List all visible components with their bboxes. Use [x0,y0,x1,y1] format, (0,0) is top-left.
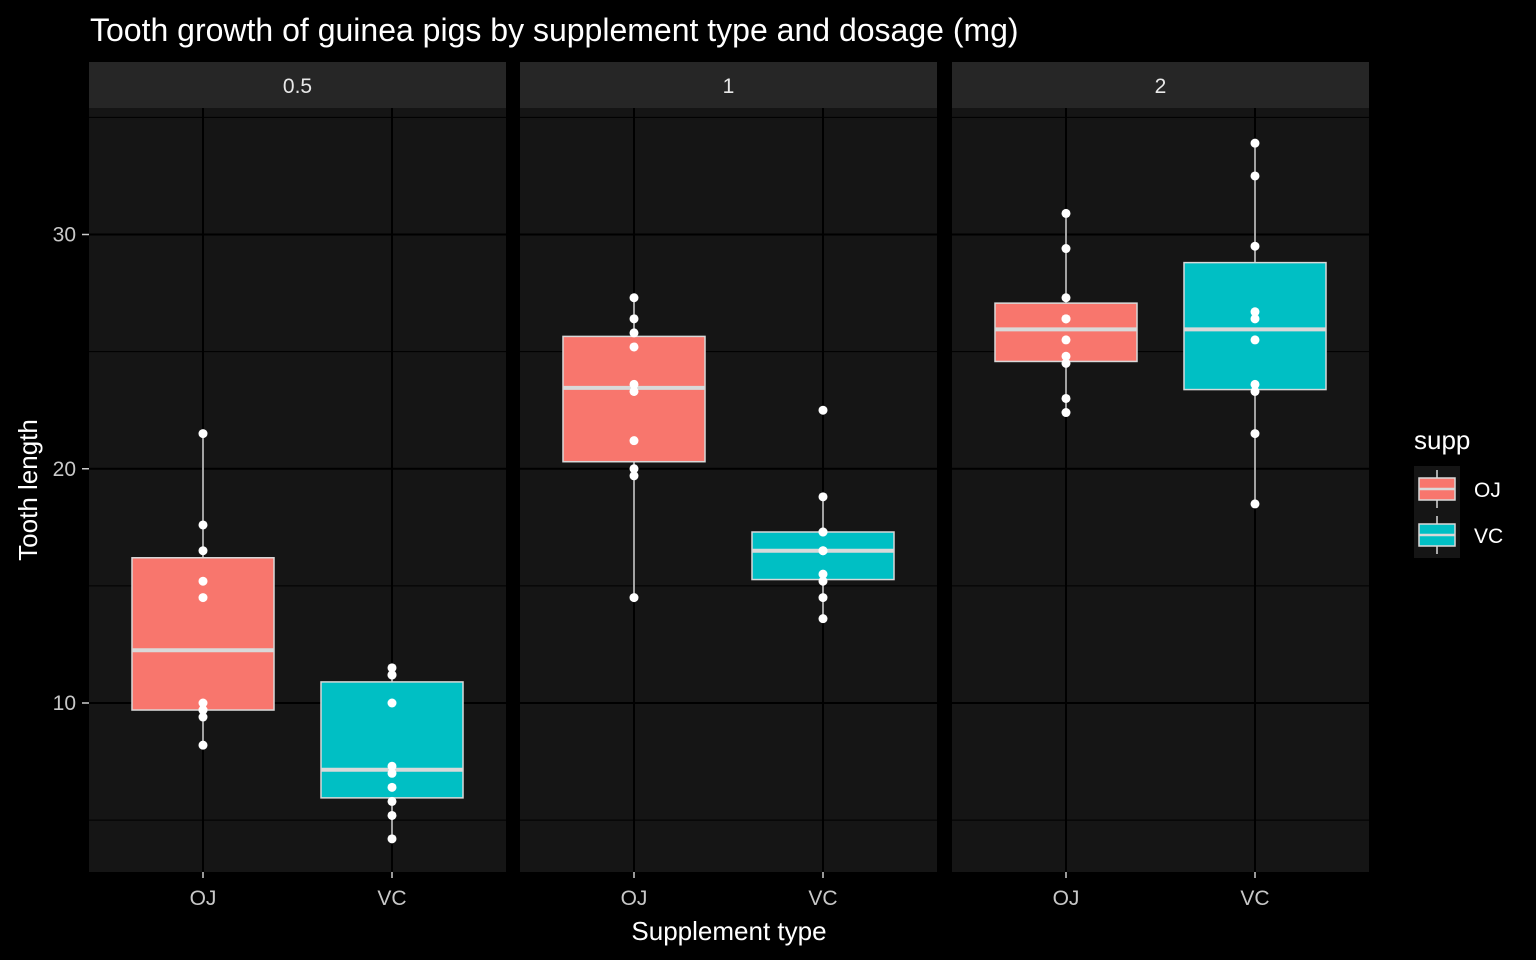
facet-strip [89,62,506,108]
box-vc-0.5 [320,663,464,844]
data-point [1250,335,1260,345]
legend-title: supp [1414,425,1470,455]
data-point [387,810,397,820]
data-point [198,740,208,750]
legend-key-vc [1414,512,1460,558]
box-oj-0.5 [131,429,275,750]
data-point [1061,314,1071,324]
data-point [629,379,639,389]
x-tick-label: VC [1240,887,1269,910]
data-point [198,712,208,722]
data-point [1250,314,1260,324]
data-point [818,569,828,579]
box-body [1183,261,1327,391]
data-point [1250,171,1260,181]
data-point [387,761,397,771]
data-point [198,546,208,556]
data-point [818,405,828,415]
y-tick-label: 30 [53,224,76,247]
data-point [198,429,208,439]
data-point [818,492,828,502]
data-point [1250,429,1260,439]
x-tick-label: OJ [621,887,648,910]
data-point [1250,499,1260,509]
y-axis-title: Tooth length [13,419,43,561]
data-point [1250,241,1260,251]
data-point [1061,408,1071,418]
data-point [1061,335,1071,345]
data-point [818,614,828,624]
data-point [198,698,208,708]
data-point [387,834,397,844]
data-point [629,328,639,338]
data-point [1061,358,1071,368]
data-point [1061,351,1071,361]
facet-strip [520,62,937,108]
data-point [629,464,639,474]
x-tick-label: VC [808,887,837,910]
data-point [1250,138,1260,148]
x-tick-label: OJ [1053,887,1080,910]
legend-label-vc: VC [1474,525,1503,548]
facet-strip-label: 2 [1155,75,1167,98]
facet-strip-label: 1 [723,75,735,98]
data-point [629,293,639,303]
data-point [818,546,828,556]
box-oj-1 [562,293,706,603]
data-point [629,436,639,446]
legend: supp OJ VC [1414,425,1503,558]
x-tick-label: VC [377,887,406,910]
y-tick-label: 20 [53,458,76,481]
data-point [629,386,639,396]
data-point [629,593,639,603]
facet-panels: 0.5 OJ VC 1 OJ VC 2 OJ VC [89,62,1369,910]
data-point [387,796,397,806]
facet-panel-0.5: 0.5 OJ VC [89,62,506,910]
x-tick-label: OJ [190,887,217,910]
box-vc-1 [751,405,895,624]
data-point [818,576,828,586]
facet-strip [952,62,1369,108]
data-point [629,342,639,352]
data-point [198,593,208,603]
data-point [387,698,397,708]
data-point [198,705,208,715]
data-point [629,314,639,324]
data-point [629,471,639,481]
data-point [1061,293,1071,303]
box-body [994,302,1138,363]
data-point [1250,307,1260,317]
data-point [818,527,828,537]
panel-background [952,108,1369,872]
facet-panel-2: 2 OJ VC [952,62,1369,910]
box-vc-2 [1183,138,1327,509]
panel-background [520,108,937,872]
data-point [387,768,397,778]
data-point [387,670,397,680]
data-point [198,520,208,530]
facet-strip-label: 0.5 [283,75,312,98]
y-axis: 10 20 30 [53,224,89,715]
chart-title: Tooth growth of guinea pigs by supplemen… [90,12,1019,48]
data-point [1250,386,1260,396]
data-point [387,663,397,673]
data-point [198,576,208,586]
facet-panel-1: 1 OJ VC [520,62,937,910]
data-point [1061,208,1071,218]
data-point [387,782,397,792]
legend-label-oj: OJ [1474,479,1501,502]
data-point [1061,244,1071,254]
legend-key-oj [1414,466,1460,512]
data-point [818,593,828,603]
y-tick-label: 10 [53,692,76,715]
data-point [1250,379,1260,389]
data-point [1061,393,1071,403]
x-axis-title: Supplement type [631,916,826,946]
box-oj-2 [994,208,1138,418]
